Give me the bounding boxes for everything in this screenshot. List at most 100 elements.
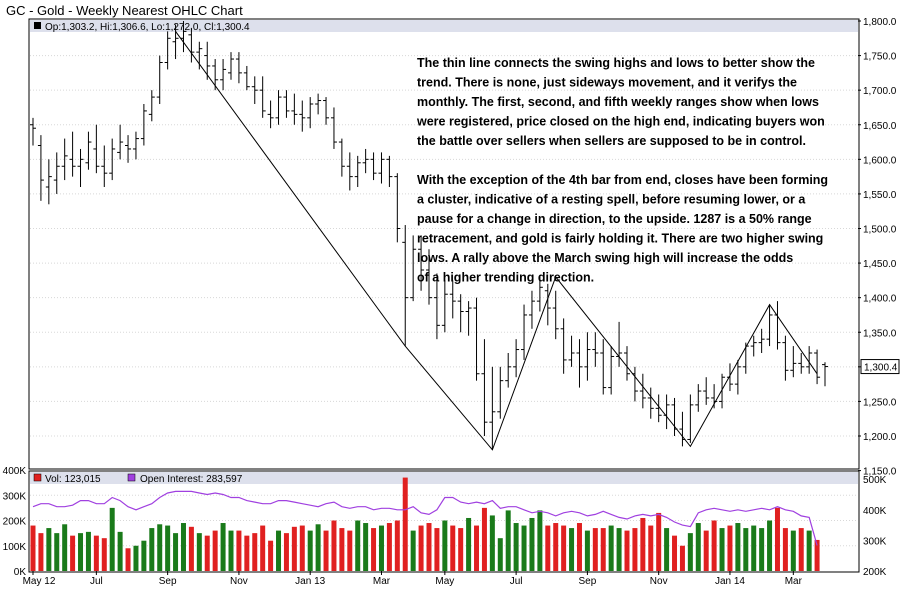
volume-bar [489, 515, 495, 571]
volume-bar [141, 540, 147, 571]
ohlc-bar [370, 152, 377, 181]
ohlc-bar [338, 138, 345, 177]
ohlc-bar [283, 90, 290, 118]
price-tick-label: 1,750.0 [863, 52, 897, 63]
volume-bar [386, 523, 392, 571]
volume-bar [774, 507, 780, 571]
volume-bar [672, 535, 678, 571]
ohlc-bar [259, 76, 266, 118]
ohlc-bar [798, 353, 805, 374]
ohlc-bar [45, 159, 52, 205]
volume-bar [204, 535, 210, 571]
last-price-tag: 1,300.4 [860, 359, 900, 375]
volume-bar [782, 528, 788, 571]
ohlc-bar [544, 283, 551, 326]
annotation-line: monthly. The first, second, and fifth we… [417, 95, 819, 109]
open-interest-line [32, 490, 818, 546]
volume-bar [220, 523, 226, 571]
ohlc-bar [291, 93, 298, 125]
volume-bar [244, 535, 250, 571]
volume-bar [497, 538, 503, 571]
volume-bar [576, 523, 582, 571]
volume-bar [394, 520, 400, 571]
ohlc-legend-swatch [34, 22, 41, 29]
volume-bar [569, 528, 575, 571]
ohlc-bar [734, 359, 741, 395]
open-interest-axis: 500K 400K 300K 200K [863, 475, 887, 578]
time-tick-label: Jan 13 [295, 576, 325, 587]
volume-tick-label: 400K [3, 466, 27, 477]
volume-bar [339, 528, 345, 571]
volume-bar [679, 545, 685, 571]
volume-bar [450, 525, 456, 571]
volume-bar [38, 533, 44, 571]
time-tick-label: May [435, 576, 454, 587]
volume-bar [767, 520, 773, 571]
ohlc-bar [148, 90, 155, 122]
volume-bar [165, 525, 171, 571]
ohlc-bar [608, 346, 615, 395]
time-tick-label: Jul [90, 576, 103, 587]
volume-bar [687, 533, 693, 571]
ohlc-bar [758, 328, 765, 353]
ohlc-bar [433, 273, 440, 340]
volume-bar [133, 545, 139, 571]
ohlc-bar [465, 301, 472, 336]
oi-tick-label: 200K [863, 567, 887, 578]
ohlc-bar [687, 394, 694, 443]
ohlc-bar [552, 290, 559, 340]
price-tick-label: 1,650.0 [863, 121, 897, 132]
annotation-line: lows. A rally above the March swing high… [417, 251, 793, 265]
volume-bar [640, 517, 646, 571]
volume-bar [616, 528, 622, 571]
ohlc-bar [188, 27, 195, 63]
ohlc-bar [766, 304, 773, 347]
volume-bar [180, 523, 186, 571]
volume-legend: Vol: 123,015 [45, 474, 101, 485]
ohlc-bar [235, 52, 242, 84]
volume-legend-swatch [33, 473, 42, 482]
volume-bar [703, 530, 709, 571]
volume-bar [426, 523, 432, 571]
chart-title: GC - Gold - Weekly Nearest OHLC Chart [6, 3, 243, 18]
ohlc-bar [624, 346, 630, 381]
price-tick-label: 1,800.0 [863, 17, 897, 28]
volume-bar [85, 531, 91, 571]
ohlc-bar [109, 138, 116, 181]
volume-bar [125, 548, 131, 571]
volume-bar [695, 523, 701, 571]
volume-bar [70, 535, 76, 571]
volume-bar [315, 524, 321, 571]
volume-bar [283, 533, 289, 571]
ohlc-bar [505, 353, 512, 388]
volume-bar [592, 528, 598, 571]
volume-bar [109, 507, 115, 571]
annotation-line: the battle over sellers when sellers are… [417, 134, 806, 148]
ohlc-bar [77, 148, 84, 187]
volume-bar [529, 517, 535, 571]
volume-bar [307, 530, 313, 571]
volume-bar [30, 525, 36, 571]
volume-bar [458, 528, 464, 571]
annotation-line: With the exception of the 4th bar from e… [417, 173, 828, 187]
ohlc-bar [750, 335, 757, 357]
ohlc-bar [323, 97, 330, 125]
volume-axis: 400K 300K 200K 100K 0K [3, 466, 27, 578]
volume-bar [513, 523, 519, 571]
volume-bar [632, 528, 638, 571]
volume-bar [537, 510, 543, 571]
price-panel [28, 18, 860, 470]
ohlc-bar [418, 235, 425, 291]
time-tick-label: Nov [230, 576, 248, 587]
volume-bar [798, 528, 804, 571]
price-tick-label: 1,350.0 [863, 328, 897, 339]
ohlc-bar [53, 152, 60, 194]
volume-bar [363, 523, 369, 571]
ohlc-bar [449, 280, 456, 319]
ohlc-bar [536, 276, 543, 312]
ohlc-bar [497, 366, 504, 419]
volume-header-band [30, 472, 858, 484]
volume-bar [323, 530, 329, 571]
oi-legend-swatch [127, 473, 136, 482]
